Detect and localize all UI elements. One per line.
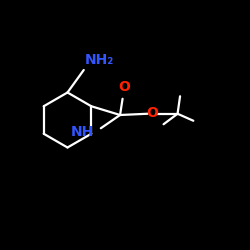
Text: O: O xyxy=(147,106,158,120)
Text: O: O xyxy=(118,80,130,94)
Text: NH₂: NH₂ xyxy=(85,54,114,68)
Text: NH: NH xyxy=(70,126,94,140)
